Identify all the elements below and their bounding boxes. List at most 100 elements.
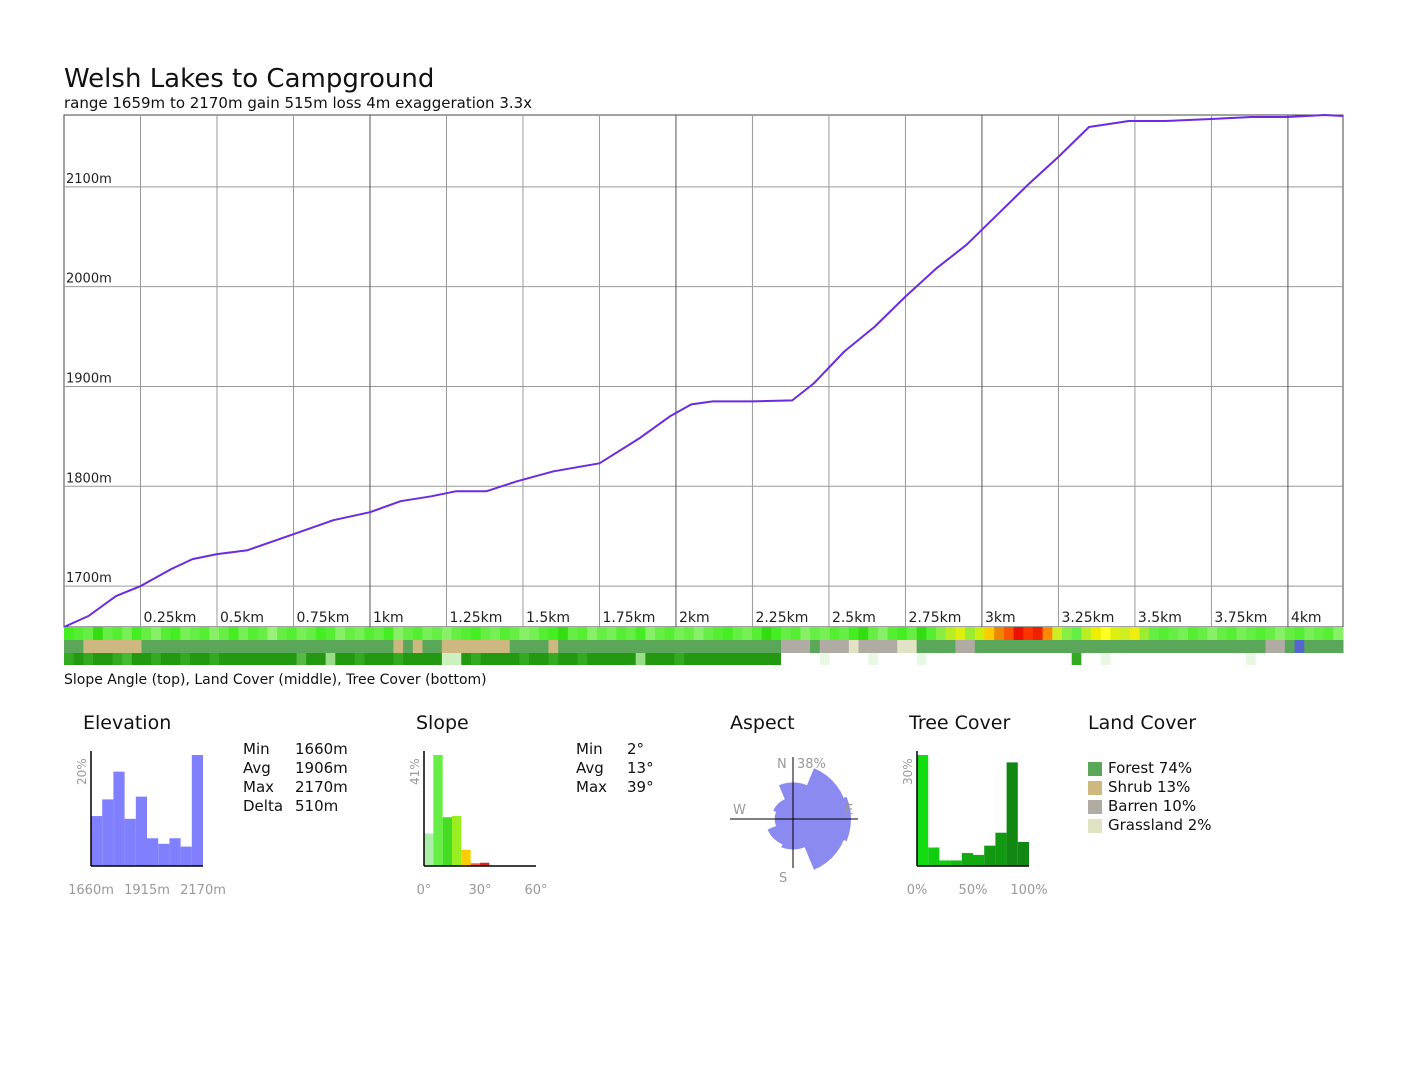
slope-strip-cell [451,627,462,640]
treecover-strip-cell [1187,653,1199,665]
slope-histogram-bar [433,755,443,866]
treecover-strip-cell [441,653,453,665]
landcover-strip-cell [616,640,627,653]
treecover-histogram-bar [984,845,996,866]
slope-stat-value: 13° [627,759,654,777]
landcover-strip-cell [1217,640,1228,653]
slope-strip-cell [296,627,307,640]
treecover-strip-cell [965,653,976,665]
slope-strip-cell [509,627,520,640]
treecover-strip-cell [383,653,394,665]
slope-strip-cell [1255,627,1266,640]
landcover-strip-cell [189,640,201,653]
treecover-strip-cell [180,653,191,665]
slope-strip-cell [664,627,675,640]
slope-strip-cell [965,627,976,640]
slope-strip-cell [170,627,181,640]
slope-strip-cell [1178,627,1189,640]
landcover-strip-cell [1023,640,1034,653]
strip-caption: Slope Angle (top), Land Cover (middle), … [64,672,487,688]
landcover-strip-cell [1071,640,1082,653]
landcover-strip-cell [1178,640,1189,653]
slope-strip-cell [645,627,656,640]
slope-strip-cell [548,627,559,640]
y-tick-label: 1800m [66,471,112,486]
shrub-legend-label: Shrub 13% [1108,778,1191,796]
slope-strip-cell [364,627,375,640]
treecover-strip-cell [315,653,327,665]
elevation-stat-value: 1906m [295,759,348,777]
slope-strip-cell [839,627,850,640]
landcover-strip-cell [1236,640,1247,653]
elevation-histogram-bar [91,816,103,866]
treecover-strip-cell [1042,653,1053,665]
histogram-y-max-label: 41% [408,758,422,785]
slope-strip-cell [354,627,365,640]
treecover-strip-cell [635,653,646,665]
slope-strip-cell [625,627,637,640]
slope-strip-cell [713,627,724,640]
landcover-strip-cell [684,640,695,653]
y-tick-label: 2100m [66,172,112,187]
slope-strip-cell [189,627,201,640]
slope-strip-cell [742,627,753,640]
slope-strip-cell [781,627,792,640]
treecover-strip-cell [1110,653,1121,665]
landcover-strip-cell [403,640,414,653]
slope-strip-cell [1042,627,1053,640]
treecover-strip-cell [897,653,908,665]
landcover-strip-cell [994,640,1005,653]
landcover-strip-cell [480,640,491,653]
treecover-strip-cell [325,653,336,665]
slope-strip-cell [344,627,356,640]
x-tick-label: 0.5km [220,610,264,626]
treecover-histogram-bar [973,854,985,866]
treecover-strip-cell [1158,653,1170,665]
landcover-strip-cell [209,640,220,653]
slope-strip-cell [1313,627,1325,640]
elevation-stat-value: 510m [295,797,339,815]
elevation-stat-value: 1660m [295,740,348,758]
x-tick-label: 4km [1291,610,1322,626]
slope-strip-cell [877,627,889,640]
slope-strip-cell [180,627,191,640]
slope-strip-cell [238,627,249,640]
treecover-strip-cell [1100,653,1111,665]
slope-strip-cell [810,627,821,640]
treecover-strip-cell [277,653,288,665]
slope-strip-cell [897,627,908,640]
landcover-strip-cell [819,640,830,653]
elevation-histogram-bar [169,838,181,866]
slope-strip-cell [1217,627,1228,640]
page-subtitle: range 1659m to 2170m gain 515m loss 4m e… [64,94,533,112]
landcover-strip-cell [645,640,656,653]
landcover-strip-cell [955,640,966,653]
slope-strip-cell [1013,627,1024,640]
treecover-strip-cell [868,653,879,665]
slope-strip-cell [1062,627,1073,640]
slope-stat-value: 2° [627,740,645,758]
landcover-strip-cell [1294,640,1305,653]
treecover-strip-cell [160,653,172,665]
slope-strip-cell [1100,627,1111,640]
slope-strip-cell [248,627,259,640]
slope-stat-label: Max [576,778,608,796]
slope-strip-cell [490,627,501,640]
treecover-strip-cell [189,653,201,665]
slope-strip-cell [945,627,956,640]
treecover-strip-cell [480,653,491,665]
landcover-strip-cell [984,640,995,653]
landcover-strip-cell [219,640,230,653]
slope-strip-cell [732,627,743,640]
treecover-strip-cell [761,653,772,665]
treecover-strip-cell [335,653,346,665]
slope-strip-cell [1226,627,1237,640]
slope-strip-cell [1187,627,1199,640]
slope-strip-cell [655,627,666,640]
x-tick-label: 1.5km [526,610,570,626]
treecover-strip-cell [1197,653,1208,665]
slope-strip-cell [93,627,104,640]
aspect-rose-shape [767,768,851,870]
x-tick-label: 0.75km [296,610,349,626]
treecover-strip-cell [848,653,860,665]
